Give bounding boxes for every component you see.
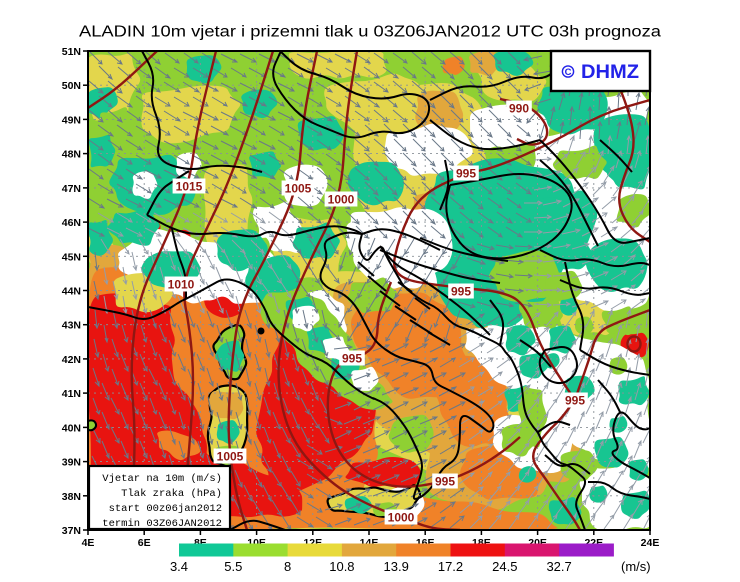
svg-text:1010: 1010 — [168, 278, 195, 292]
svg-text:43N: 43N — [62, 320, 81, 332]
svg-text:24.5: 24.5 — [492, 559, 517, 574]
svg-text:6E: 6E — [138, 537, 151, 549]
svg-text:47N: 47N — [62, 183, 81, 195]
svg-text:995: 995 — [435, 475, 455, 489]
svg-text:44N: 44N — [62, 286, 81, 298]
svg-text:1005: 1005 — [217, 450, 244, 464]
svg-text:Tlak zraka (hPa): Tlak zraka (hPa) — [121, 488, 222, 500]
svg-text:32.7: 32.7 — [546, 559, 571, 574]
svg-text:38N: 38N — [62, 491, 81, 503]
svg-text:50N: 50N — [62, 80, 81, 92]
svg-text:DHMZ: DHMZ — [581, 61, 639, 83]
svg-text:termin 03Z06JAN2012: termin 03Z06JAN2012 — [102, 518, 222, 530]
svg-text:8: 8 — [284, 559, 291, 574]
svg-text:1005: 1005 — [285, 182, 312, 196]
svg-text:42N: 42N — [62, 354, 81, 366]
svg-text:48N: 48N — [62, 149, 81, 161]
svg-text:5.5: 5.5 — [224, 559, 242, 574]
svg-text:45N: 45N — [62, 251, 81, 263]
svg-text:C: C — [565, 67, 572, 78]
svg-text:37N: 37N — [62, 525, 81, 537]
svg-text:10.8: 10.8 — [329, 559, 354, 574]
svg-text:ALADIN 10m vjetar i prizemni t: ALADIN 10m vjetar i prizemni tlak u 03Z0… — [79, 24, 661, 41]
svg-text:51N: 51N — [62, 46, 81, 58]
svg-text:990: 990 — [509, 102, 529, 116]
svg-text:1000: 1000 — [388, 511, 415, 525]
svg-text:13.9: 13.9 — [384, 559, 409, 574]
svg-text:1015: 1015 — [176, 180, 203, 194]
svg-text:40N: 40N — [62, 422, 81, 434]
svg-text:39N: 39N — [62, 457, 81, 469]
svg-text:Vjetar na 10m (m/s): Vjetar na 10m (m/s) — [102, 473, 222, 485]
svg-text:4E: 4E — [82, 537, 95, 549]
svg-text:3.4: 3.4 — [170, 559, 188, 574]
svg-text:1000: 1000 — [328, 193, 355, 207]
svg-text:17.2: 17.2 — [438, 559, 463, 574]
svg-text:46N: 46N — [62, 217, 81, 229]
svg-text:(m/s): (m/s) — [621, 559, 651, 574]
svg-text:24E: 24E — [641, 537, 660, 549]
svg-text:995: 995 — [451, 285, 471, 299]
svg-text:49N: 49N — [62, 114, 81, 126]
svg-text:995: 995 — [565, 394, 585, 408]
svg-text:995: 995 — [342, 352, 362, 366]
svg-text:41N: 41N — [62, 388, 81, 400]
svg-text:start 00z06jan2012: start 00z06jan2012 — [109, 503, 222, 515]
svg-text:995: 995 — [456, 167, 476, 181]
